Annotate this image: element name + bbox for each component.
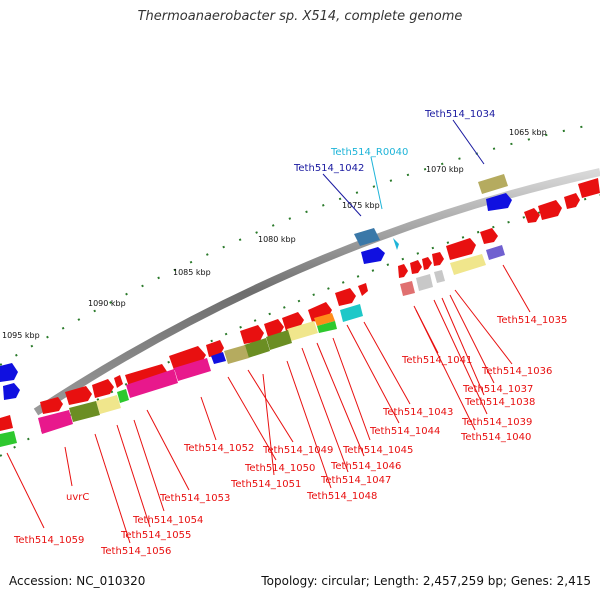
gene-label[interactable]: Teth514_1056 bbox=[100, 546, 171, 557]
gene-feature[interactable] bbox=[287, 321, 318, 341]
gene-feature[interactable] bbox=[400, 281, 415, 296]
genome-backbone bbox=[33, 168, 600, 416]
gene-feature[interactable] bbox=[361, 247, 385, 264]
gene-label[interactable]: uvrC bbox=[66, 492, 89, 503]
gene-feature[interactable] bbox=[3, 383, 20, 400]
gene-label[interactable]: Teth514_1052 bbox=[183, 443, 254, 454]
gene-feature[interactable] bbox=[314, 313, 335, 326]
gene-label[interactable]: Teth514_1053 bbox=[159, 493, 230, 504]
gene-label[interactable]: Teth514_1039 bbox=[461, 417, 532, 428]
gene-label[interactable]: Teth514_1036 bbox=[481, 366, 552, 377]
gene-feature[interactable] bbox=[206, 340, 224, 357]
gene-feature[interactable] bbox=[416, 274, 433, 291]
leader-lines bbox=[6, 119, 531, 544]
gene-feature[interactable] bbox=[358, 283, 368, 296]
gene-feature[interactable] bbox=[340, 304, 363, 322]
gene-feature[interactable] bbox=[317, 321, 337, 333]
gene-feature[interactable] bbox=[410, 260, 422, 274]
accession-text: Accession: NC_010320 bbox=[9, 574, 146, 588]
gene-feature[interactable] bbox=[0, 363, 18, 382]
gene-label[interactable]: Teth514_1044 bbox=[369, 426, 440, 437]
gene-feature[interactable] bbox=[264, 319, 284, 337]
gene-feature[interactable] bbox=[117, 389, 129, 403]
gene-label[interactable]: Teth514_1059 bbox=[13, 535, 84, 546]
gene-label[interactable]: Teth514_1049 bbox=[262, 445, 333, 456]
gene-label[interactable]: Teth514_1051 bbox=[230, 479, 301, 490]
map-title: Thermoanaerobacter sp. X514, complete ge… bbox=[137, 9, 463, 24]
tick-label: 1095 kbp bbox=[2, 331, 40, 340]
gene-feature[interactable] bbox=[564, 193, 580, 209]
gene-feature[interactable] bbox=[446, 238, 476, 260]
upper-strand-genes bbox=[40, 178, 600, 414]
gene-feature[interactable] bbox=[398, 264, 408, 278]
gene-feature[interactable] bbox=[65, 386, 92, 405]
gene-labels: Teth514_1034 Teth514_R0040 Teth514_1042 … bbox=[13, 109, 567, 557]
gene-label[interactable]: Teth514_1048 bbox=[306, 491, 377, 502]
tick-label: 1075 kbp bbox=[342, 201, 380, 210]
gene-feature[interactable] bbox=[240, 325, 264, 344]
gene-feature[interactable] bbox=[486, 245, 505, 260]
genome-info-text: Topology: circular; Length: 2,457,259 bp… bbox=[261, 574, 591, 588]
gene-feature[interactable] bbox=[266, 330, 292, 350]
gene-feature[interactable] bbox=[38, 410, 73, 434]
gene-feature[interactable] bbox=[40, 397, 63, 414]
gene-feature[interactable] bbox=[432, 252, 444, 266]
gene-label[interactable]: Teth514_1046 bbox=[330, 461, 401, 472]
tick-label: 1085 kbp bbox=[173, 268, 211, 277]
gene-label[interactable]: Teth514_1041 bbox=[401, 355, 472, 366]
tick-label: 1080 kbp bbox=[258, 235, 296, 244]
gene-label[interactable]: Teth514_1043 bbox=[382, 407, 453, 418]
gene-feature[interactable] bbox=[0, 431, 17, 447]
gene-feature[interactable] bbox=[450, 254, 486, 275]
gene-feature[interactable] bbox=[422, 257, 432, 270]
gene-label[interactable]: Teth514_1042 bbox=[293, 163, 364, 174]
gene-feature[interactable] bbox=[126, 369, 178, 398]
gene-feature[interactable] bbox=[578, 178, 600, 198]
gene-label[interactable]: Teth514_1050 bbox=[244, 463, 315, 474]
gene-label[interactable]: Teth514_1034 bbox=[424, 109, 495, 120]
gene-feature[interactable] bbox=[92, 379, 114, 398]
gene-feature[interactable] bbox=[335, 288, 356, 306]
gene-label[interactable]: Teth514_1047 bbox=[320, 475, 391, 486]
gene-label[interactable]: Teth514_1035 bbox=[496, 315, 567, 326]
gene-feature[interactable] bbox=[211, 352, 226, 364]
gene-feature[interactable] bbox=[0, 415, 13, 431]
gene-label[interactable]: Teth514_1040 bbox=[460, 432, 531, 443]
gene-feature[interactable] bbox=[114, 375, 123, 388]
gene-label[interactable]: Teth514_1037 bbox=[462, 384, 533, 395]
gene-feature[interactable] bbox=[354, 228, 380, 246]
gene-feature[interactable] bbox=[434, 270, 445, 283]
gene-feature[interactable] bbox=[174, 358, 211, 381]
tick-label: 1070 kbp bbox=[426, 165, 464, 174]
gene-feature[interactable] bbox=[96, 395, 121, 414]
forward-genes bbox=[0, 174, 512, 400]
gene-label[interactable]: Teth514_1045 bbox=[342, 445, 413, 456]
gene-feature[interactable] bbox=[524, 208, 540, 223]
gene-feature[interactable] bbox=[486, 193, 512, 211]
gene-feature[interactable] bbox=[538, 200, 562, 220]
gene-label[interactable]: Teth514_1054 bbox=[132, 515, 203, 526]
gene-feature[interactable] bbox=[244, 338, 270, 358]
gene-feature[interactable] bbox=[393, 238, 399, 250]
gene-label[interactable]: Teth514_1038 bbox=[464, 397, 535, 408]
gene-feature[interactable] bbox=[480, 228, 498, 244]
gene-feature[interactable] bbox=[478, 174, 508, 194]
tick-label: 1090 kbp bbox=[88, 299, 126, 308]
gene-feature[interactable] bbox=[69, 401, 100, 422]
gene-feature[interactable] bbox=[224, 345, 249, 364]
gene-label[interactable]: Teth514_1055 bbox=[120, 530, 191, 541]
gene-label[interactable]: Teth514_R0040 bbox=[330, 147, 408, 158]
tick-label: 1065 kbp bbox=[509, 128, 547, 137]
lower-strand-genes bbox=[0, 245, 505, 447]
